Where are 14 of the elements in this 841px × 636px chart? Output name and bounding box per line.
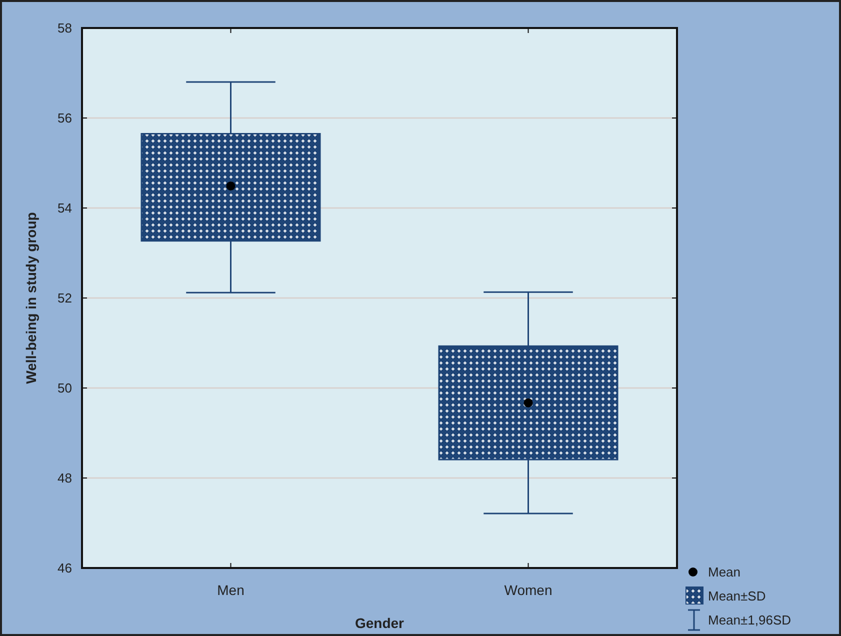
legend-label: Mean±SD xyxy=(708,588,766,604)
y-tick-label: 50 xyxy=(58,380,72,396)
x-axis-title: Gender xyxy=(354,615,405,631)
x-tick-label: Men xyxy=(217,582,244,598)
y-tick-label: 54 xyxy=(58,200,72,216)
y-axis-title: Well-being in study group xyxy=(23,212,39,384)
x-tick-label: Women xyxy=(504,582,552,598)
legend-label: Mean xyxy=(708,564,741,580)
text: Mean±1,96SD xyxy=(708,612,792,628)
y-tick-label: 52 xyxy=(58,290,72,306)
y-tick-label: 46 xyxy=(58,560,72,576)
y-tick-label: 48 xyxy=(58,470,72,486)
y-tick-label: 58 xyxy=(58,20,72,36)
y-tick-label: 56 xyxy=(58,110,72,126)
